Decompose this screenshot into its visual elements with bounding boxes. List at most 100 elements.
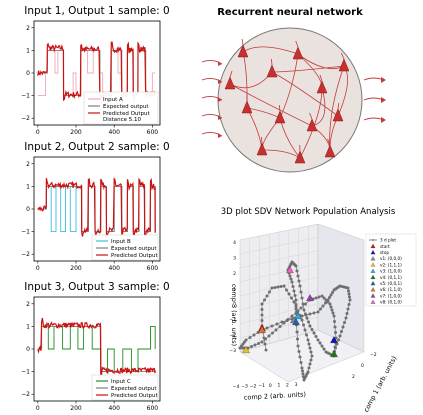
- panel-3-xtick-label: 600: [147, 405, 159, 412]
- panel-1-title: Input 1, Output 1 sample: 0: [24, 5, 169, 17]
- rnn-neuron: [266, 64, 278, 78]
- scatter3d-point: [278, 325, 282, 328]
- scatter3d-point: [337, 338, 340, 342]
- scatter3d-point: [299, 290, 303, 294]
- scatter3d-marker: [242, 346, 250, 354]
- scatter3d-point: [331, 291, 334, 294]
- rnn-neuron: [324, 144, 336, 158]
- rnn-sphere: [217, 27, 363, 173]
- scatter3d-xtick-label: −2: [250, 383, 257, 389]
- panel-1-legend-distance: Distance 5.10: [103, 117, 142, 123]
- panel-2-title: Input 2, Output 2 sample: 0: [24, 141, 169, 153]
- rnn-title: Recurrent neural network: [217, 7, 363, 18]
- scatter3d-point: [326, 298, 330, 302]
- scatter3d-legend-swatch: [370, 249, 376, 255]
- scatter3d-zlabel: comp 1 (arb. units): [362, 355, 398, 414]
- panel-1-ticks: 0 200 400 600 2 1 0 −1 −2: [21, 25, 158, 136]
- scatter3d-point: [310, 328, 314, 331]
- scatter3d-point: [331, 311, 335, 315]
- scatter3d-point: [307, 366, 311, 370]
- scatter3d-point: [308, 346, 312, 350]
- scatter3d-point: [321, 304, 325, 308]
- rnn-neuron: [306, 118, 318, 132]
- scatter3d-point: [316, 338, 320, 342]
- panel-2-ytick-label: 0: [26, 206, 30, 213]
- scatter3d-point: [252, 333, 256, 337]
- panel-2-xtick-label: 0: [36, 265, 40, 272]
- rnn-input-arrowhead: [218, 97, 222, 102]
- scatter3d-point: [340, 330, 343, 333]
- scatter3d-point: [298, 355, 302, 359]
- scatter3d-legend-label: v6: (1,1,0): [380, 287, 402, 292]
- scatter3d-point: [301, 369, 304, 373]
- panel-1-legend-input: Input A: [103, 97, 123, 103]
- rnn-input-arrowhead: [218, 61, 222, 66]
- scatter3d-legend-swatch: [370, 293, 376, 298]
- rnn-neuron: [256, 142, 268, 156]
- scatter3d-legend-label: v8: (0,1,0): [380, 300, 402, 305]
- scatter3d-point: [260, 319, 264, 322]
- rnn-neuron-dendrite: [261, 136, 263, 144]
- scatter3d-ytick-label: −2: [229, 333, 236, 339]
- rnn-neuron-dendrite: [295, 40, 299, 48]
- scatter3d-point: [299, 361, 303, 364]
- scatter3d-point: [322, 296, 326, 300]
- scatter3d-point: [318, 341, 322, 345]
- panel-3-ytick-label: 2: [26, 301, 30, 308]
- scatter3d-point: [304, 302, 307, 306]
- scatter3d-point: [338, 334, 342, 338]
- scatter3d-legend-label: v5: (0,0,1): [380, 281, 402, 286]
- panel-3-title: Input 3, Output 3 sample: 0: [24, 281, 169, 293]
- scatter3d-point: [298, 284, 302, 288]
- rnn-neuron: [332, 108, 344, 122]
- panel-1-legend-box: [83, 91, 159, 125]
- panel-1-ytick-label: 0: [26, 70, 30, 77]
- scatter3d-point: [268, 290, 271, 294]
- rnn-neuron: [294, 150, 306, 164]
- scatter3d-point: [250, 345, 253, 348]
- panel-1-ytick-label: −2: [21, 115, 30, 122]
- scatter3d-gridline: [239, 290, 319, 311]
- scatter3d-point: [293, 294, 297, 297]
- scatter3d-point: [302, 378, 306, 382]
- scatter3d-point: [270, 286, 274, 290]
- rnn-output-arrows: [363, 77, 386, 123]
- scatter3d-xtick-label: −3: [241, 384, 248, 390]
- scatter3d-point: [320, 294, 324, 298]
- panel-3-legend-expected: Expected output: [111, 386, 157, 392]
- scatter3d-point: [289, 277, 293, 281]
- panel-1-xtick-label: 0: [36, 129, 40, 136]
- rnn-neuron-dendrite: [278, 104, 281, 112]
- scatter3d-panel: 3D plot SDV Network Population Analysis …: [221, 207, 417, 414]
- scatter3d-point: [312, 331, 316, 335]
- scatter3d-legend-swatch: [370, 243, 376, 249]
- scatter3d-point: [263, 342, 267, 346]
- scatter3d-point: [299, 306, 303, 310]
- scatter3d-point: [328, 296, 331, 299]
- rnn-output-arrowhead: [381, 117, 386, 123]
- scatter3d-ytick-label: −1: [229, 317, 236, 323]
- panel-2-legend-predicted: Predicted Output: [111, 253, 159, 259]
- scatter3d-ytick-label: 1: [233, 286, 236, 292]
- rnn-neuron: [237, 44, 249, 58]
- panel-3-xtick-label: 200: [70, 405, 82, 412]
- scatter3d-point: [264, 337, 267, 341]
- scatter3d-ytick-label: 4: [233, 240, 236, 246]
- scatter3d-point: [271, 331, 274, 335]
- rnn-connection: [229, 83, 313, 127]
- scatter3d-legend-label: v2: (1,1,1): [380, 262, 402, 267]
- scatter3d-xlabel: comp 2 (arb. units): [244, 390, 307, 401]
- panel-2-ytick-label: −1: [21, 229, 30, 236]
- scatter3d-point: [335, 342, 339, 346]
- panel-3-xtick-label: 0: [36, 405, 40, 412]
- scatter3d-point: [295, 310, 298, 314]
- scatter3d-point: [256, 331, 260, 334]
- scatter3d-point: [295, 269, 299, 273]
- panel-1-xtick-label: 200: [70, 129, 82, 136]
- scatter3d-point: [312, 311, 316, 315]
- scatter3d-point: [329, 305, 333, 309]
- scatter3d-marker: [294, 312, 302, 320]
- scatter3d-point: [302, 323, 305, 327]
- panel-3-xtick-label: 400: [108, 405, 120, 412]
